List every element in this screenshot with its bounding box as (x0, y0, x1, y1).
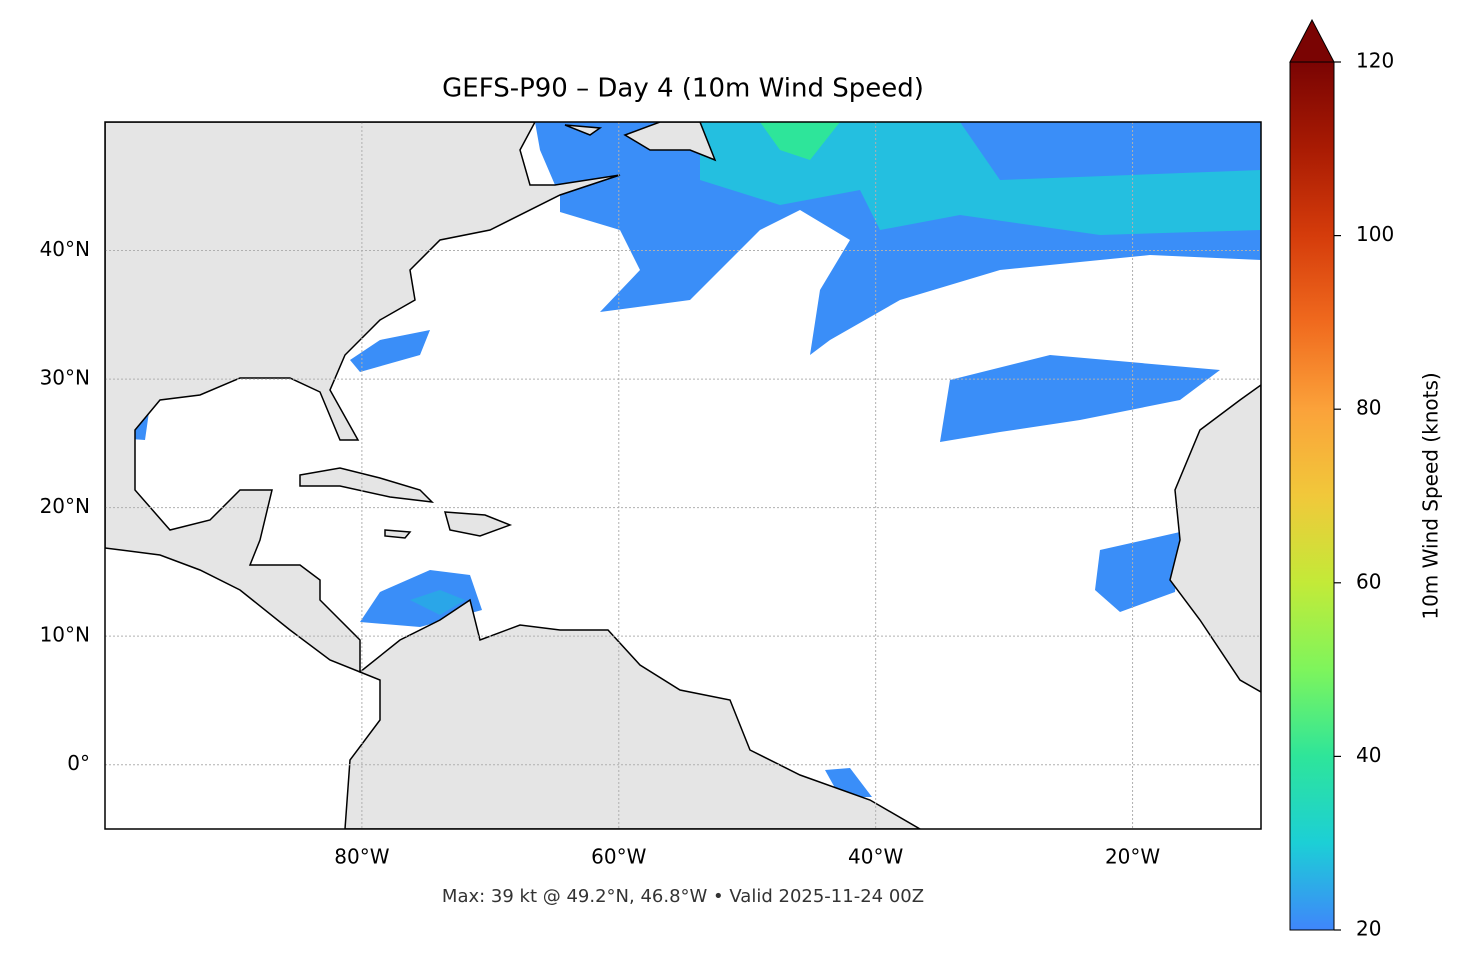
colorbar-tick-label: 120 (1356, 49, 1394, 73)
y-tick-label: 0° (67, 751, 90, 775)
colorbar-tick-label: 60 (1356, 569, 1381, 593)
x-tick-label: 60°W (591, 845, 646, 869)
colorbar-extend (1289, 18, 1335, 63)
chart-title: GEFS-P90 – Day 4 (10m Wind Speed) (442, 74, 924, 104)
colorbar-tick-label: 80 (1356, 396, 1381, 420)
map (105, 122, 1261, 829)
x-tick-label: 40°W (848, 845, 903, 869)
y-tick-label: 30°N (40, 366, 90, 390)
colorbar-label: 10m Wind Speed (knots) (1419, 372, 1443, 619)
annotation: Max: 39 kt @ 49.2°N, 46.8°W • Valid 2025… (442, 886, 924, 907)
x-tick-label: 80°W (334, 845, 389, 869)
y-tick-label: 40°N (40, 237, 90, 261)
y-tick-label: 20°N (40, 494, 90, 518)
colorbar-tick-label: 40 (1356, 743, 1381, 767)
colorbar-tick-label: 100 (1356, 222, 1394, 246)
y-tick-label: 10°N (40, 623, 90, 647)
colorbar-tick-label: 20 (1356, 917, 1381, 941)
colorbar (1289, 61, 1335, 931)
land (105, 122, 1261, 829)
x-tick-label: 20°W (1105, 845, 1160, 869)
map-frame (104, 121, 1262, 830)
